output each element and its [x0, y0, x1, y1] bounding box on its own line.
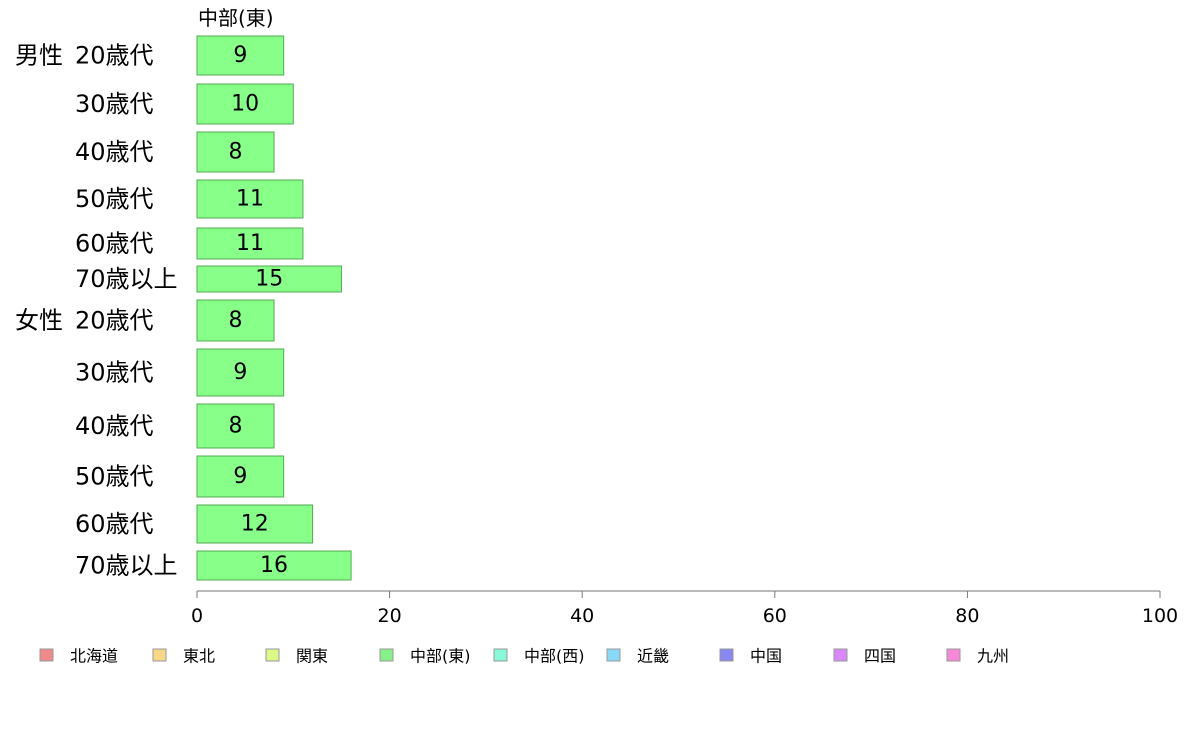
legend-label: 北海道	[70, 647, 118, 666]
category-label: 30歳代	[75, 90, 154, 118]
bar-value-label: 10	[231, 92, 259, 117]
y-axis-labels: 20歳代男性30歳代40歳代50歳代60歳代70歳以上20歳代女性30歳代40歳…	[15, 42, 178, 580]
category-label: 50歳代	[75, 185, 154, 213]
legend-swatch	[719, 648, 734, 662]
bar-value-label: 11	[236, 231, 264, 256]
x-tick-label: 0	[191, 605, 203, 627]
bar-male-4	[196, 227, 304, 260]
x-tick-label: 40	[570, 605, 594, 627]
bar-female-3	[196, 455, 285, 498]
bar-male-0	[196, 35, 285, 76]
category-label: 60歳代	[75, 510, 154, 538]
category-label: 20歳代	[75, 307, 154, 335]
group-label: 女性	[15, 307, 63, 335]
legend-label: 中国	[750, 647, 782, 666]
group-label: 男性	[15, 42, 63, 70]
legend-label: 中部(東)	[410, 647, 471, 666]
x-tick-label: 80	[955, 605, 979, 627]
bar-female-0	[196, 299, 275, 342]
bar-female-5	[196, 550, 352, 581]
legend-item: 中部(東)	[379, 647, 471, 666]
bar-value-label: 8	[229, 140, 243, 165]
legend-swatch	[379, 648, 394, 662]
legend-item: 北海道	[39, 647, 118, 666]
legend-label: 関東	[296, 647, 328, 666]
x-axis: 0 20 40 60 80 100	[191, 590, 1178, 627]
bar-value-label: 9	[233, 360, 247, 385]
legend-swatch	[946, 648, 961, 662]
legend-item: 九州	[946, 647, 1009, 666]
legend-label: 九州	[977, 647, 1009, 666]
legend-label: 近畿	[637, 647, 669, 666]
category-label: 40歳代	[75, 412, 154, 440]
category-label: 60歳代	[75, 230, 154, 258]
bar-female-4	[196, 504, 314, 544]
legend-label: 中部(西)	[524, 647, 585, 666]
bar-value-label: 12	[241, 512, 269, 537]
bar-female-2	[196, 403, 275, 449]
category-label: 40歳代	[75, 138, 154, 166]
bars-layer: 9 10 8 11 11 15 8 9 8 9 12 16	[196, 35, 352, 581]
legend-item: 中部(西)	[493, 647, 585, 666]
legend-item: 東北	[152, 647, 215, 666]
bar-value-label: 11	[236, 187, 264, 212]
bar-male-5	[196, 265, 342, 293]
category-label: 70歳以上	[75, 265, 178, 293]
category-label: 30歳代	[75, 359, 154, 387]
legend-item: 中国	[719, 647, 782, 666]
legend-swatch	[265, 648, 280, 662]
bar-value-label: 9	[233, 43, 247, 68]
bar-value-label: 16	[260, 553, 288, 578]
legend-swatch	[606, 648, 621, 662]
legend-swatch	[493, 648, 508, 662]
x-tick-label: 60	[763, 605, 787, 627]
chart-title: 中部(東)	[198, 6, 274, 30]
category-label: 20歳代	[75, 42, 154, 70]
legend-label: 四国	[864, 647, 896, 666]
bar-female-1	[196, 348, 285, 397]
bar-value-label: 15	[255, 267, 283, 292]
bar-value-label: 8	[229, 308, 243, 333]
legend-swatch	[39, 648, 54, 662]
bar-male-2	[196, 131, 275, 173]
legend-label: 東北	[183, 647, 215, 666]
legend: 北海道 東北 関東 中部(東) 中部(西) 近畿 中国 四国 九州	[39, 647, 1009, 666]
legend-item: 近畿	[606, 647, 669, 666]
category-label: 70歳以上	[75, 552, 178, 580]
x-tick-label: 20	[378, 605, 402, 627]
category-label: 50歳代	[75, 463, 154, 491]
bar-value-label: 8	[229, 414, 243, 439]
legend-item: 四国	[833, 647, 896, 666]
bar-male-1	[196, 83, 294, 125]
bar-value-label: 9	[233, 464, 247, 489]
x-tick-label: 100	[1142, 605, 1178, 627]
legend-swatch	[152, 648, 167, 662]
bar-male-3	[196, 179, 304, 219]
legend-swatch	[833, 648, 848, 662]
legend-item: 関東	[265, 647, 328, 666]
